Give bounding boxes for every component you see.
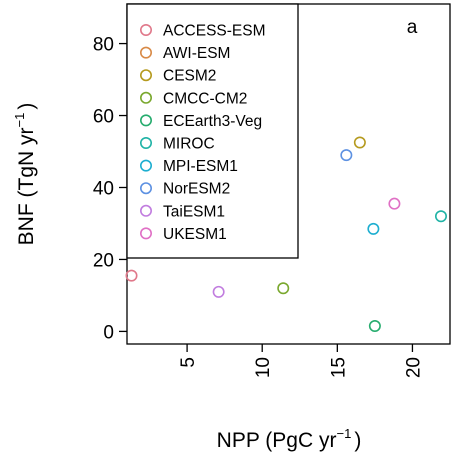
x-axis: 5 10 15 20	[178, 344, 424, 378]
point-ecearth3-veg	[368, 320, 381, 333]
y-axis-title: BNF (TgN yr−1)	[12, 103, 38, 246]
y-axis-title-sup: −1	[12, 113, 27, 128]
legend-marker-access-esm	[140, 23, 153, 36]
legend-marker-taiesm1	[140, 204, 153, 217]
point-miroc	[434, 210, 447, 223]
x-axis-title: NPP (PgC yr−1)	[217, 426, 362, 452]
legend-label-cmcc-cm2: CMCC-CM2	[163, 90, 247, 107]
y-axis-title-main: BNF (TgN yr	[15, 127, 38, 245]
point-cmcc-cm2	[277, 282, 290, 295]
legend-marker-miroc	[140, 137, 153, 150]
point-cesm2	[353, 136, 366, 149]
point-noresm2	[340, 149, 353, 162]
legend-label-cesm2: CESM2	[163, 68, 216, 85]
x-tick-label-20: 20	[403, 357, 424, 378]
point-mpi-esm1	[367, 222, 380, 235]
legend-marker-ukesm1	[140, 227, 153, 240]
legend-marker-cmcc-cm2	[140, 91, 153, 104]
point-taiesm1	[212, 285, 225, 298]
legend-label-ukesm1: UKESM1	[163, 226, 227, 243]
x-axis-title-main: NPP (PgC yr	[217, 429, 337, 452]
x-axis-title-sup: −1	[336, 426, 351, 441]
legend-marker-ecearth3-veg	[140, 114, 153, 127]
x-axis-title-close: )	[354, 429, 361, 452]
panel-label: a	[407, 17, 418, 38]
legend-label-access-esm: ACCESS-ESM	[163, 23, 266, 40]
legend-marker-mpi-esm1	[140, 159, 153, 172]
legend-label-awi-esm: AWI-ESM	[163, 45, 230, 62]
legend-label-miroc: MIROC	[163, 136, 215, 153]
legend-label-mpi-esm1: MPI-ESM1	[163, 158, 238, 175]
point-access-esm	[125, 269, 138, 282]
y-tick-label-0: 0	[103, 322, 114, 343]
data-points	[125, 136, 447, 333]
legend-label-noresm2: NorESM2	[163, 181, 230, 198]
x-tick-label-10: 10	[253, 357, 274, 378]
legend-marker-noresm2	[140, 182, 153, 195]
point-ukesm1	[388, 197, 401, 210]
y-axis-title-close: )	[15, 103, 38, 110]
y-tick-label-20: 20	[93, 250, 114, 271]
y-tick-label-40: 40	[93, 178, 114, 199]
y-tick-label-60: 60	[93, 107, 114, 128]
legend-label-taiesm1: TaiESM1	[163, 203, 225, 220]
legend-marker-cesm2	[140, 69, 153, 82]
legend: ACCESS-ESM AWI-ESM CESM2 CMCC-CM2 ECEarth3-V…	[140, 23, 266, 243]
y-axis: 0 20 40 60 80	[93, 35, 127, 343]
y-tick-label-80: 80	[93, 35, 114, 56]
legend-label-ecearth3-veg: ECEarth3-Veg	[163, 113, 262, 130]
x-tick-label-15: 15	[328, 357, 349, 378]
legend-box	[126, 3, 299, 259]
x-tick-label-5: 5	[178, 357, 199, 368]
legend-marker-awi-esm	[140, 46, 153, 59]
